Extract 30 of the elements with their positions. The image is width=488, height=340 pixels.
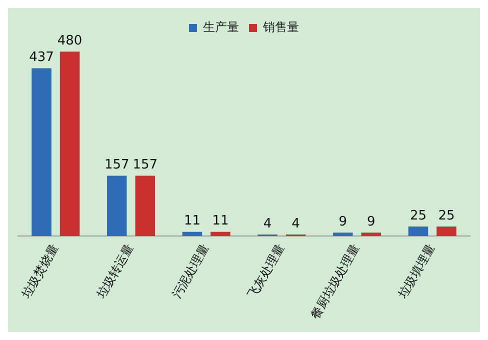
bar [332,232,353,236]
bar [32,68,52,236]
data-label: 4 [263,216,272,232]
bar [182,232,202,236]
legend-label: 销售量 [262,20,299,34]
bar [106,176,127,236]
data-label: 11 [184,214,200,229]
x-tick-label: 垃圾焚烧量 [18,242,61,302]
bar [361,232,382,236]
x-tick-label: 污泥处理量 [170,242,212,301]
legend-label: 生产量 [203,20,239,34]
bar [210,232,230,236]
bar [408,226,428,236]
bar [436,226,456,236]
data-label: 157 [104,158,130,173]
data-label: 437 [29,50,54,66]
data-label: 25 [438,208,455,224]
data-label: 4 [292,216,300,232]
data-label: 9 [338,214,348,230]
data-label: 11 [212,214,229,229]
data-label: 480 [57,34,82,49]
bar [135,176,156,236]
data-label: 9 [366,214,376,230]
x-tick-label: 飞灰处理量 [244,242,287,301]
x-tick-label: 垃圾填埋量 [395,242,438,302]
data-label: 157 [132,158,158,173]
data-label: 25 [410,208,426,224]
x-tick-label: 垃圾转运量 [94,242,136,302]
x-tick-label: 餐厨垃圾处理量 [308,242,362,322]
bar [60,52,80,236]
